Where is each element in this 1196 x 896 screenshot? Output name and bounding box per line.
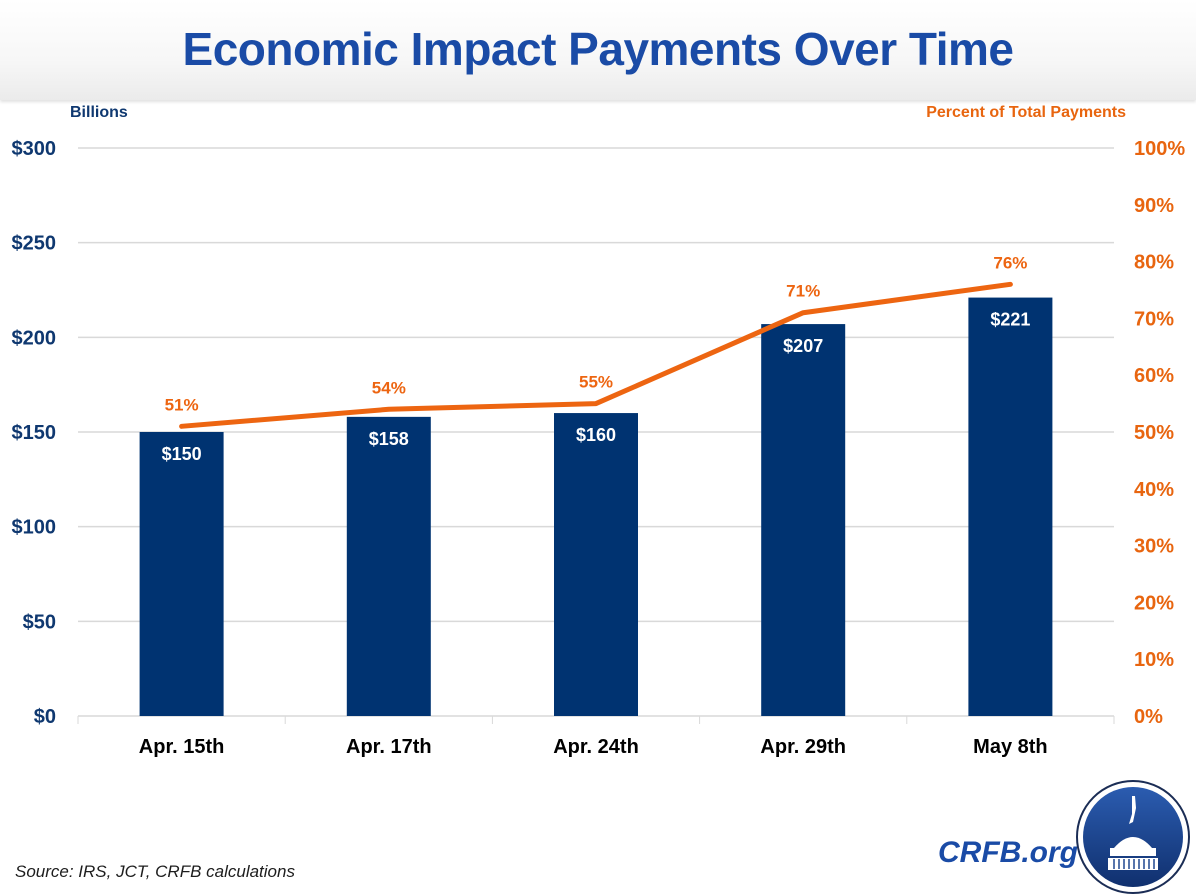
brand-link[interactable]: CRFB.org — [938, 836, 1078, 869]
bar-value-label: $221 — [990, 310, 1030, 330]
line-value-label: 54% — [372, 378, 406, 397]
bar — [139, 432, 224, 716]
right-tick-label: 0% — [1134, 706, 1163, 728]
x-tick-label: Apr. 24th — [553, 736, 639, 758]
line-value-label: 76% — [993, 253, 1027, 272]
bar-value-label: $160 — [576, 425, 616, 445]
right-tick-label: 30% — [1134, 536, 1174, 558]
right-tick-label: 60% — [1134, 365, 1174, 387]
right-axis-label: Percent of Total Payments — [926, 104, 1126, 121]
bar-value-label: $207 — [783, 336, 823, 356]
x-tick-label: Apr. 29th — [760, 736, 846, 758]
right-tick-label: 100% — [1134, 138, 1185, 160]
line-value-label: 55% — [579, 373, 613, 392]
x-tick-label: Apr. 15th — [139, 736, 225, 758]
percent-line — [179, 281, 1013, 429]
left-axis-label: Billions — [70, 104, 128, 121]
source-note: Source: IRS, JCT, CRFB calculations — [15, 862, 295, 881]
left-tick-label: $200 — [12, 327, 57, 349]
line-value-label: 51% — [165, 395, 199, 414]
left-tick-label: $300 — [12, 138, 57, 160]
left-tick-label: $250 — [12, 233, 57, 255]
right-tick-label: 90% — [1134, 195, 1174, 217]
bar — [346, 416, 431, 716]
right-tick-label: 70% — [1134, 308, 1174, 330]
right-tick-label: 10% — [1134, 649, 1174, 671]
title-band — [0, 0, 1196, 100]
bar-value-label: $158 — [369, 429, 409, 449]
bar — [968, 297, 1053, 716]
x-tick-label: Apr. 17th — [346, 736, 432, 758]
right-tick-label: 80% — [1134, 252, 1174, 274]
line-value-label: 71% — [786, 282, 820, 301]
left-tick-label: $0 — [34, 706, 56, 728]
right-tick-label: 40% — [1134, 479, 1174, 501]
right-tick-label: 50% — [1134, 422, 1174, 444]
bar — [554, 413, 638, 716]
chart-title: Economic Impact Payments Over Time — [182, 23, 1014, 75]
left-tick-label: $50 — [23, 611, 56, 633]
left-tick-label: $150 — [12, 422, 57, 444]
bar-value-label: $150 — [162, 444, 202, 464]
bar — [761, 324, 846, 716]
right-tick-label: 20% — [1134, 592, 1174, 614]
capitol-dome-icon — [1076, 780, 1190, 894]
left-tick-label: $100 — [12, 517, 57, 539]
x-tick-label: May 8th — [973, 736, 1047, 758]
